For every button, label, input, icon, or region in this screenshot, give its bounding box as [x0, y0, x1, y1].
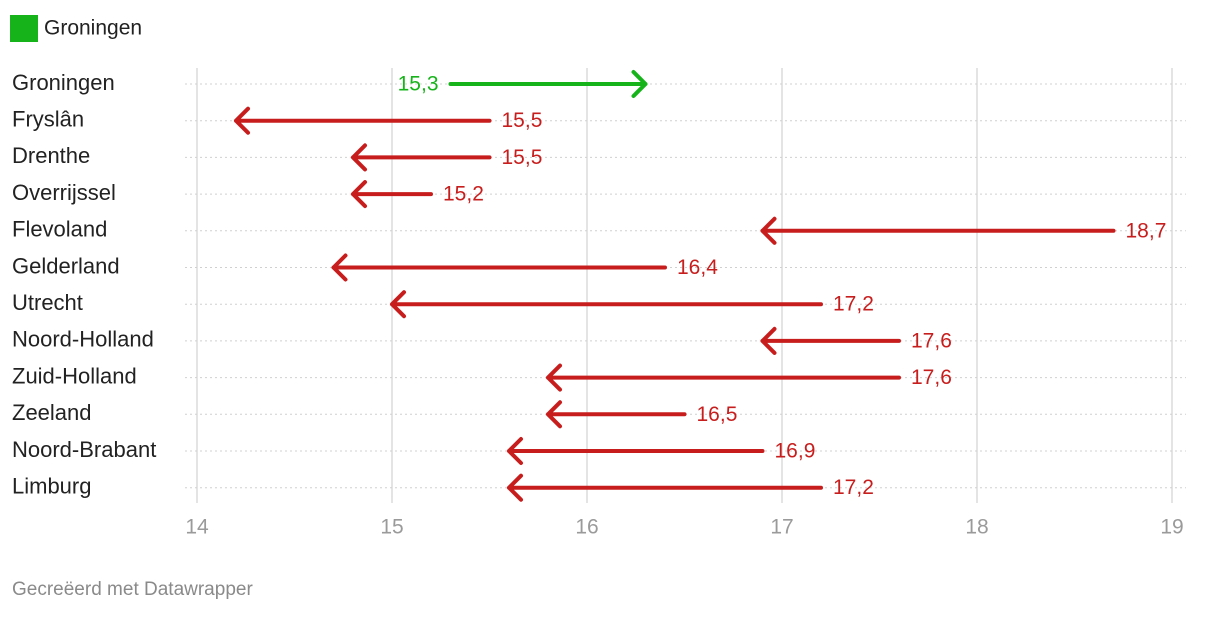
value-label: 16,5	[697, 403, 738, 426]
value-label: 16,4	[677, 256, 718, 279]
x-tick-label: 18	[965, 516, 988, 539]
category-label: Noord-Brabant	[12, 437, 156, 462]
value-label: 15,3	[398, 73, 439, 96]
arrow	[546, 363, 901, 392]
value-label: 17,2	[833, 293, 874, 316]
value-label: 15,2	[443, 183, 484, 206]
arrow	[760, 216, 1116, 245]
value-label: 17,6	[911, 329, 952, 352]
x-tick-label: 14	[185, 516, 209, 539]
source-note: Gecreëerd met Datawrapper	[12, 579, 253, 600]
arrow	[390, 290, 823, 319]
category-label: Flevoland	[12, 217, 107, 242]
arrow	[507, 473, 823, 502]
category-label: Groningen	[12, 70, 115, 95]
legend-label: Groningen	[44, 17, 142, 40]
arrow	[448, 70, 648, 98]
x-tick-label: 16	[575, 516, 598, 539]
category-label: Utrecht	[12, 290, 83, 315]
arrow	[351, 180, 433, 209]
x-tick-label: 19	[1160, 516, 1183, 539]
category-label: Limburg	[12, 474, 91, 499]
category-label: Noord-Holland	[12, 327, 154, 352]
legend-swatch	[10, 15, 38, 42]
value-label: 17,2	[833, 476, 874, 499]
arrow	[760, 326, 901, 355]
x-tick-label: 15	[380, 516, 403, 539]
category-label: Drenthe	[12, 143, 90, 168]
arrow	[507, 437, 765, 465]
value-label: 18,7	[1126, 219, 1167, 242]
category-label: Zeeland	[12, 400, 92, 425]
x-tick-label: 17	[770, 516, 793, 539]
category-label: Gelderland	[12, 253, 120, 278]
value-label: 15,5	[502, 109, 543, 132]
arrow	[234, 106, 492, 135]
arrow	[331, 253, 667, 282]
arrow	[351, 143, 492, 172]
category-label: Overrijssel	[12, 180, 116, 205]
category-label: Zuid-Holland	[12, 363, 137, 388]
value-label: 15,5	[502, 146, 543, 169]
value-label: 16,9	[775, 440, 816, 463]
category-label: Fryslân	[12, 107, 84, 132]
arrow	[546, 400, 687, 429]
value-label: 17,6	[911, 366, 952, 389]
